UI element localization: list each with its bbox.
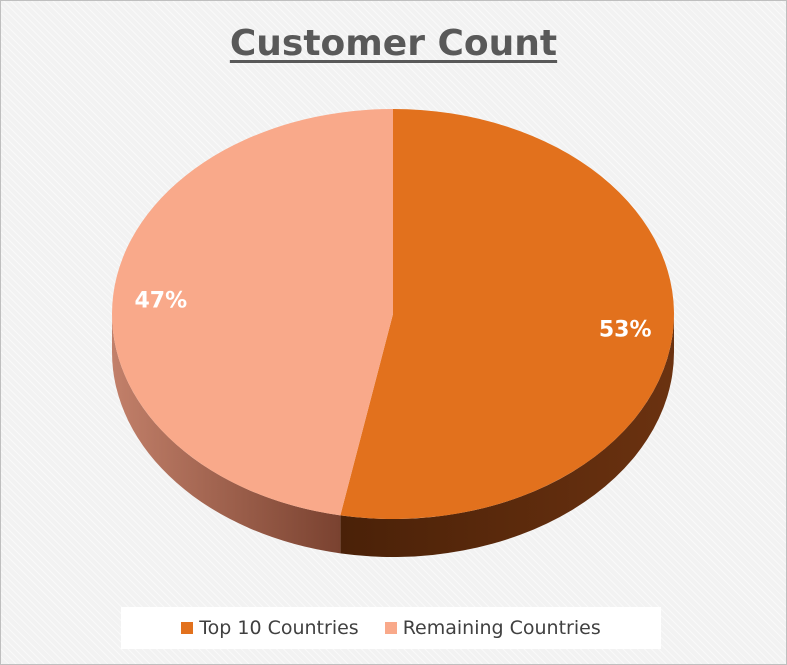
data-label-top-10: 53% [599,317,652,342]
chart-title: Customer Count [229,23,558,64]
pie-slice-side-remaining [112,314,341,554]
pie-chart: 53% 47% [111,109,674,558]
legend-entry-remaining: Remaining Countries [384,617,601,639]
pie-slice-top-10 [340,109,674,519]
pie-slice-side-top-10 [340,314,674,558]
legend-swatch-top-10 [181,622,194,634]
legend-label-remaining: Remaining Countries [402,617,601,639]
legend: Top 10 Countries Remaining Countries [121,607,661,649]
pie-slice-remaining [111,109,394,516]
data-label-remaining: 47% [134,289,187,314]
legend-label-top-10: Top 10 Countries [199,617,359,639]
legend-swatch-remaining [384,622,397,634]
legend-entry-top-10: Top 10 Countries [181,617,359,639]
